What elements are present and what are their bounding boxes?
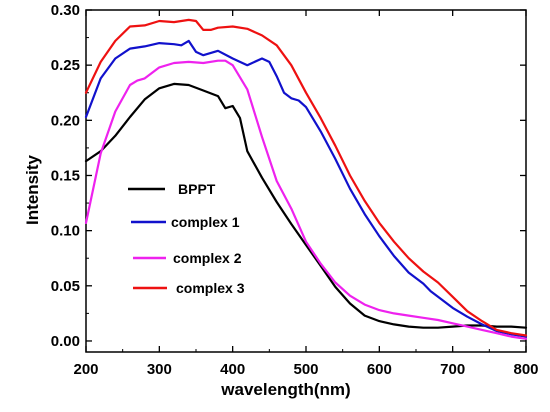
x-tick-label: 300 [147, 361, 172, 378]
x-tick-label: 400 [220, 361, 245, 378]
series-line-complex-3 [84, 18, 528, 337]
x-axis-title: wavelength(nm) [220, 380, 350, 399]
x-tick-label: 700 [440, 361, 465, 378]
x-tick-label: 500 [293, 361, 318, 378]
y-tick-label: 0.30 [51, 2, 80, 19]
x-tick-label: 800 [513, 361, 538, 378]
x-tick-label: 600 [367, 361, 392, 378]
legend-label-bppt: BPPT [178, 181, 216, 197]
legend-label-complex-3: complex 3 [176, 280, 245, 296]
y-axis-title: Intensity [23, 155, 42, 225]
series-line-bppt [84, 82, 528, 329]
series-line-complex-1 [84, 39, 528, 338]
legend-label-complex-1: complex 1 [171, 214, 240, 230]
y-tick-label: 0.05 [51, 278, 80, 295]
y-tick-label: 0.25 [51, 57, 80, 74]
y-tick-label: 0.20 [51, 112, 80, 129]
axes: 200 300 400 500 600 700 800 0.00 0.05 0.10 0.15 0.2… [51, 2, 539, 378]
plot-frame [85, 9, 527, 353]
series-lines [84, 18, 528, 340]
legend-label-complex-2: complex 2 [173, 250, 242, 266]
y-tick-label: 0.10 [51, 223, 80, 240]
series-line-complex-2 [84, 59, 528, 340]
x-tick-label: 200 [73, 361, 98, 378]
y-tick-label: 0.00 [51, 333, 80, 350]
y-tick-label: 0.15 [51, 167, 80, 184]
legend: BPPT complex 1 complex 2 complex 3 [128, 181, 245, 296]
